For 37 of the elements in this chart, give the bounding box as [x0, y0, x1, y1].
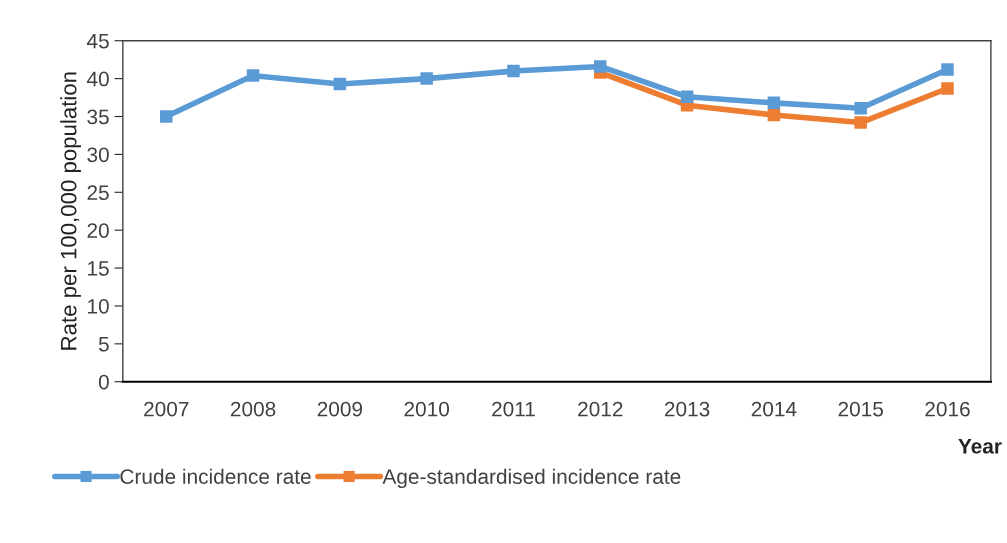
point [420, 72, 433, 85]
x-tick-label: 2010 [404, 401, 450, 417]
point [680, 90, 694, 104]
point [246, 69, 260, 82]
point [767, 108, 781, 122]
y-tick-label: 15 [88, 261, 109, 276]
point [507, 64, 520, 78]
legend-label: Age-standardised incidence rate [382, 468, 681, 489]
point [854, 101, 867, 115]
point [160, 110, 173, 123]
y-axis-title: Rate per 100,000 population [60, 72, 81, 350]
x-tick-label: 2015 [838, 401, 883, 417]
point [854, 116, 867, 129]
x-tick-label: 2014 [751, 401, 797, 417]
point [941, 82, 954, 95]
x-tick-label: 2013 [664, 401, 710, 417]
point [767, 96, 781, 110]
x-tick-label: 2016 [925, 401, 970, 417]
y-tick-label: 40 [86, 71, 109, 87]
point [333, 77, 347, 91]
x-tick-label: 2007 [144, 401, 189, 417]
y-tick-label: 20 [87, 223, 109, 238]
x-axis-title: Year [958, 439, 1002, 454]
y-tick-label: 30 [87, 147, 109, 163]
x-tick-label: 2009 [317, 401, 363, 417]
x-tick-label: 2008 [230, 401, 276, 417]
point [941, 63, 954, 76]
x-tick-label: 2011 [492, 401, 535, 417]
legend-label: Crude incidence rate [120, 468, 311, 484]
y-tick-label: 5 [98, 337, 109, 352]
y-tick-label: 35 [87, 109, 109, 125]
x-tick-label: 2012 [578, 401, 623, 417]
point [594, 60, 607, 73]
y-tick-label: 0 [98, 374, 109, 390]
y-tick-label: 25 [87, 185, 109, 201]
y-tick-label: 10 [88, 298, 109, 314]
y-tick-label: 45 [86, 33, 109, 49]
